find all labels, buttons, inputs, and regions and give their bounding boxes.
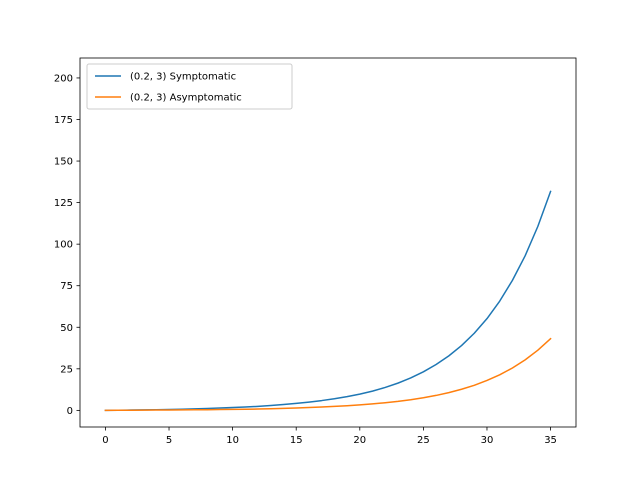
y-tick-label: 75	[60, 281, 73, 292]
y-axis: 0 25 50 75 100 125 150 175 200	[54, 73, 80, 417]
x-tick-label: 35	[544, 435, 557, 446]
x-tick-label: 25	[417, 435, 430, 446]
x-tick-label: 15	[290, 435, 303, 446]
x-axis: 0 5 10 15 20 25 30 35	[102, 427, 557, 446]
legend: (0.2, 3) Symptomatic (0.2, 3) Asymptomati…	[86, 63, 293, 110]
y-tick-label: 175	[54, 115, 73, 126]
y-tick-label: 150	[54, 157, 73, 168]
x-tick-label: 5	[166, 435, 172, 446]
x-tick-label: 30	[481, 435, 494, 446]
y-tick-label: 125	[54, 198, 73, 209]
x-tick-label: 0	[102, 435, 108, 446]
plot-area	[104, 190, 552, 412]
y-tick-label: 200	[54, 73, 73, 84]
legend-label-2: (0.2, 3) Asymptomatic	[130, 93, 242, 104]
x-tick-label: 10	[226, 435, 239, 446]
y-tick-label: 25	[60, 364, 73, 375]
x-tick-label: 20	[353, 435, 366, 446]
y-tick-label: 0	[67, 406, 73, 417]
legend-label-1: (0.2, 3) Symptomatic	[130, 72, 236, 83]
y-tick-label: 100	[54, 240, 73, 251]
legend-box	[86, 63, 293, 110]
axes-frame	[79, 57, 577, 428]
series-line-2	[104, 337, 552, 412]
y-tick-label: 50	[60, 323, 73, 334]
